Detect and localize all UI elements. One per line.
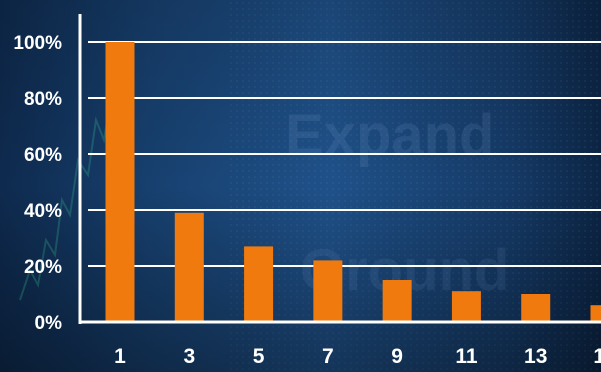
- bar: [451, 291, 481, 322]
- y-tick-label: 40%: [24, 201, 62, 222]
- x-tick-label: 15: [593, 345, 601, 368]
- x-tick-label: 3: [183, 345, 195, 368]
- bar: [590, 305, 601, 322]
- x-tick-label: 5: [253, 345, 265, 368]
- y-tick-labels: 0% 20% 40% 60% 80% 100%: [13, 33, 62, 334]
- y-tick-label: 100%: [13, 33, 62, 54]
- x-tick-label: 11: [455, 345, 478, 368]
- background-word-expand: Expand: [285, 103, 495, 168]
- x-tick-label: 9: [391, 345, 403, 368]
- x-tick-label: 1: [114, 345, 126, 368]
- bar: [244, 246, 274, 322]
- y-tick-label: 60%: [24, 145, 62, 166]
- gridlines: [88, 41, 601, 267]
- axes: [78, 14, 601, 324]
- y-tick-label: 20%: [24, 257, 62, 278]
- x-tick-labels: 13579111315: [114, 345, 601, 368]
- y-tick-label: 0%: [35, 313, 63, 334]
- x-tick-label: 13: [524, 345, 547, 368]
- bar: [174, 212, 204, 322]
- bar: [313, 260, 343, 322]
- background-squiggle: [19, 86, 121, 301]
- y-tick-label: 80%: [24, 89, 62, 110]
- bar: [105, 42, 135, 322]
- bar: [382, 280, 412, 322]
- x-tick-label: 7: [322, 345, 334, 368]
- bars: [105, 42, 601, 322]
- bar: [521, 294, 551, 322]
